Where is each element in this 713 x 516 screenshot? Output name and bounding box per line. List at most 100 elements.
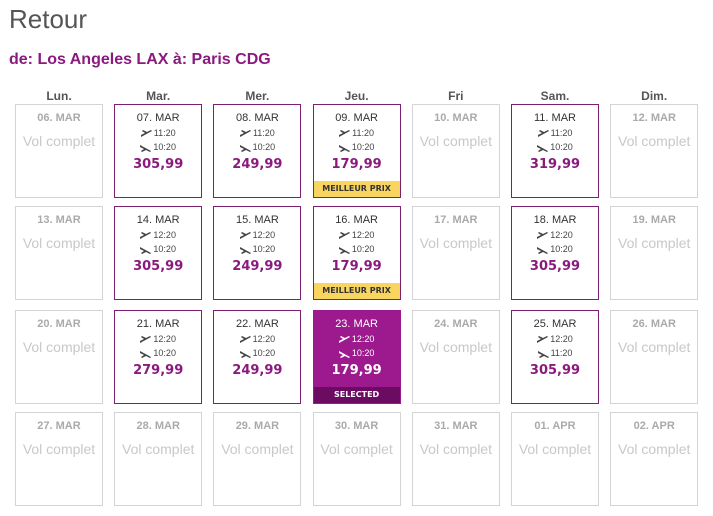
arrival-time: 10:20 bbox=[214, 348, 300, 358]
plane-icon bbox=[239, 129, 251, 137]
date-cell-full: 12. MAR Vol complet bbox=[610, 104, 699, 198]
departure-time: 12:20 bbox=[214, 334, 300, 344]
date-cell-full: 29. MAR Vol complet bbox=[213, 412, 302, 506]
sold-out-label: Vol complet bbox=[22, 441, 96, 457]
date-cell[interactable]: 07. MAR 11:20 10:20 305,99 bbox=[114, 104, 203, 198]
cell-date: 31. MAR bbox=[434, 420, 478, 432]
arrival-time: 10:20 bbox=[214, 244, 300, 254]
arrival-time: 10:20 bbox=[214, 142, 300, 152]
route: de: Los Angeles LAX à: Paris CDG bbox=[9, 51, 271, 68]
departure-time: 11:20 bbox=[512, 128, 598, 138]
plane-icon bbox=[140, 350, 152, 358]
time: 10:20 bbox=[153, 142, 176, 152]
plane-icon bbox=[537, 350, 549, 358]
price: 305,99 bbox=[133, 259, 184, 274]
sold-out-label: Vol complet bbox=[122, 441, 195, 457]
sold-out-label: Vol complet bbox=[419, 133, 492, 149]
time: 11:20 bbox=[550, 348, 573, 358]
date-cell[interactable]: 21. MAR 12:20 10:20 279,99 bbox=[114, 310, 203, 404]
date-cell[interactable]: 08. MAR 11:20 10:20 249,99 bbox=[213, 104, 302, 198]
price: 305,99 bbox=[133, 157, 184, 172]
arrival-time: 10:20 bbox=[314, 348, 400, 358]
date-cell-full: 06. MAR Vol complet bbox=[15, 104, 103, 198]
date-cell[interactable]: 11. MAR 11:20 10:20 319,99 bbox=[511, 104, 599, 198]
arrival-time: 10:20 bbox=[115, 348, 201, 358]
cell-date: 19. MAR bbox=[632, 214, 676, 226]
arrival-time: 10:20 bbox=[512, 142, 598, 152]
sold-out-label: Vol complet bbox=[419, 235, 492, 251]
price: 305,99 bbox=[529, 363, 581, 378]
plane-icon bbox=[239, 246, 251, 254]
plane-icon bbox=[140, 144, 152, 152]
cell-date: 29. MAR bbox=[235, 420, 280, 432]
plane-icon bbox=[239, 231, 251, 239]
departure-time: 12:20 bbox=[115, 230, 201, 240]
plane-icon bbox=[140, 129, 152, 137]
time: 12:20 bbox=[153, 230, 176, 240]
date-cell-full: 30. MAR Vol complet bbox=[312, 412, 401, 506]
time: 10:20 bbox=[351, 348, 375, 358]
plane-icon bbox=[239, 335, 251, 343]
day-header: Mar. bbox=[146, 89, 171, 103]
date-cell[interactable]: 23. MAR 12:20 10:20 179,99 SELECTED bbox=[312, 310, 401, 404]
best-price-badge: MEILLEUR PRIX bbox=[313, 181, 400, 197]
plane-icon bbox=[140, 246, 152, 254]
time: 12:20 bbox=[351, 334, 375, 344]
cell-date: 30. MAR bbox=[334, 420, 379, 432]
cell-date: 22. MAR bbox=[235, 318, 279, 330]
price: 249,99 bbox=[232, 157, 283, 172]
sold-out-label: Vol complet bbox=[22, 235, 96, 251]
date-cell-full: 02. APR Vol complet bbox=[610, 412, 699, 506]
day-header: Mer. bbox=[245, 89, 270, 103]
time: 11:20 bbox=[352, 128, 375, 138]
best-price-badge: MEILLEUR PRIX bbox=[313, 283, 400, 299]
date-cell[interactable]: 18. MAR 12:20 10:20 305,99 bbox=[511, 206, 599, 300]
cell-date: 20. MAR bbox=[37, 318, 81, 330]
departure-time: 12:20 bbox=[512, 230, 598, 240]
time: 10:20 bbox=[153, 244, 176, 254]
plane-icon bbox=[338, 350, 350, 358]
price: 179,99 bbox=[331, 363, 382, 378]
arrival-time: 10:20 bbox=[314, 244, 400, 254]
price: 249,99 bbox=[232, 363, 283, 378]
time: 10:20 bbox=[252, 348, 276, 358]
sold-out-label: Vol complet bbox=[221, 441, 294, 457]
plane-icon bbox=[338, 231, 350, 239]
time: 12:20 bbox=[351, 230, 375, 240]
date-cell[interactable]: 09. MAR 11:20 10:20 179,99 MEILLEUR PRIX bbox=[312, 104, 401, 198]
date-cell[interactable]: 22. MAR 12:20 10:20 249,99 bbox=[213, 310, 302, 404]
cell-date: 17. MAR bbox=[434, 214, 478, 226]
date-cell-full: 20. MAR Vol complet bbox=[15, 310, 103, 404]
date-cell-full: 13. MAR Vol complet bbox=[15, 206, 103, 300]
day-header: Dim. bbox=[641, 89, 668, 103]
time: 11:20 bbox=[252, 128, 275, 138]
time: 10:20 bbox=[252, 244, 276, 254]
time: 10:20 bbox=[550, 142, 573, 152]
cell-date: 15. MAR bbox=[235, 214, 279, 226]
date-cell[interactable]: 15. MAR 12:20 10:20 249,99 bbox=[213, 206, 302, 300]
cell-date: 02. APR bbox=[633, 420, 675, 432]
sold-out-label: Vol complet bbox=[618, 339, 691, 355]
date-cell-full: 31. MAR Vol complet bbox=[411, 412, 500, 506]
date-cell[interactable]: 25. MAR 12:20 11:20 305,99 bbox=[511, 310, 599, 404]
price: 179,99 bbox=[331, 157, 382, 172]
date-cell[interactable]: 16. MAR 12:20 10:20 179,99 MEILLEUR PRIX bbox=[312, 206, 401, 300]
cell-date: 26. MAR bbox=[632, 318, 676, 330]
plane-icon bbox=[140, 335, 152, 343]
departure-time: 12:20 bbox=[314, 334, 400, 344]
plane-icon bbox=[338, 246, 350, 254]
date-cell[interactable]: 14. MAR 12:20 10:20 305,99 bbox=[114, 206, 203, 300]
arrival-time: 10:20 bbox=[512, 244, 598, 254]
departure-time: 11:20 bbox=[115, 128, 201, 138]
time: 10:20 bbox=[351, 244, 375, 254]
sold-out-label: Vol complet bbox=[518, 441, 592, 457]
cell-date: 24. MAR bbox=[434, 318, 478, 330]
price: 279,99 bbox=[133, 363, 184, 378]
departure-time: 11:20 bbox=[214, 128, 300, 138]
cell-date: 13. MAR bbox=[37, 214, 81, 226]
cell-date: 21. MAR bbox=[136, 318, 180, 330]
sold-out-label: Vol complet bbox=[419, 339, 492, 355]
date-cell-full: 27. MAR Vol complet bbox=[15, 412, 103, 506]
departure-time: 12:20 bbox=[214, 230, 300, 240]
arrival-time: 10:20 bbox=[115, 244, 201, 254]
